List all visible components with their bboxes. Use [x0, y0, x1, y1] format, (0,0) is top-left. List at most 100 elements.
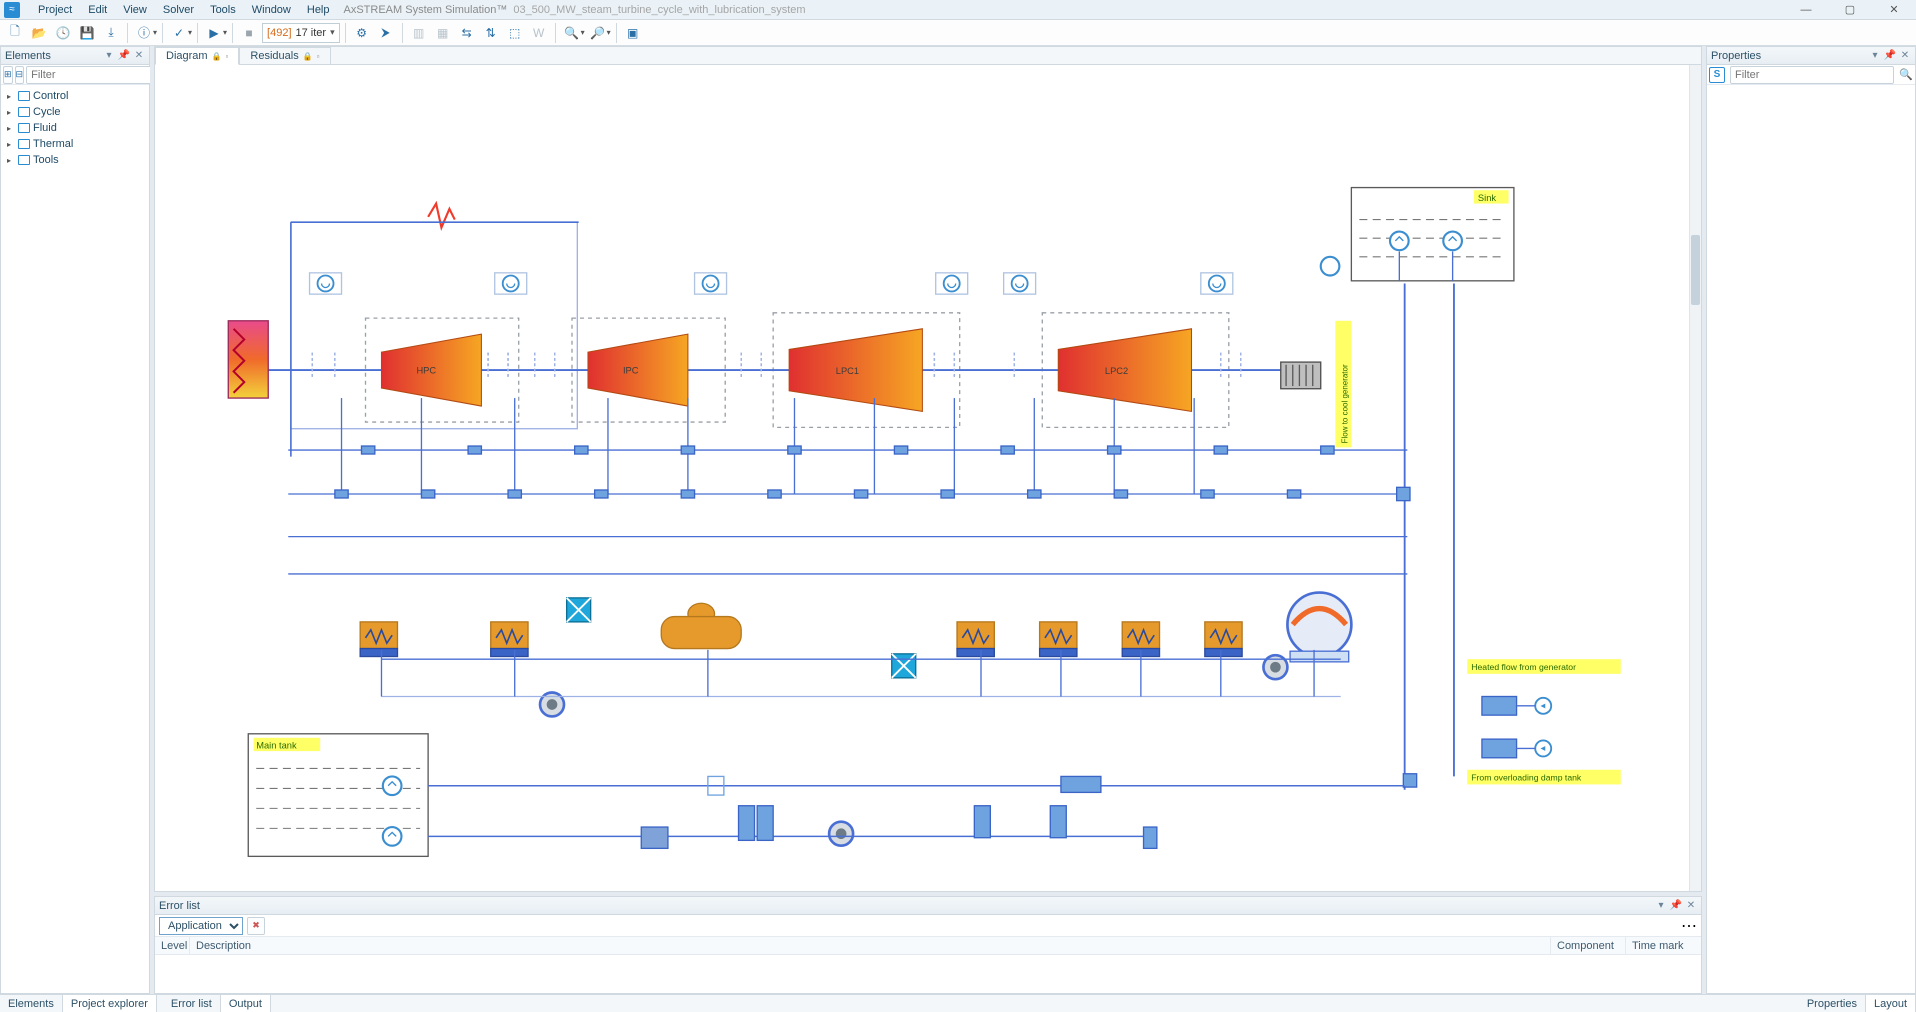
menu-help[interactable]: Help: [299, 4, 338, 16]
tree-label: Thermal: [33, 138, 73, 150]
dropdown-caret-icon[interactable]: ▾: [330, 27, 335, 38]
svg-text:◂: ◂: [1541, 743, 1546, 753]
save-icon[interactable]: 💾: [76, 22, 98, 44]
document-name-label: 03_500_MW_steam_turbine_cycle_with_lubri…: [513, 4, 805, 16]
component-lib-icon[interactable]: ▣: [622, 22, 644, 44]
tab-opt-icon[interactable]: ▫: [317, 52, 320, 61]
run-icon[interactable]: ▶: [203, 22, 225, 44]
link-c-icon[interactable]: ⬚: [504, 22, 526, 44]
new-file-icon[interactable]: 🗋: [4, 22, 26, 44]
diagram-scrollbar[interactable]: [1689, 65, 1701, 891]
menu-window[interactable]: Window: [244, 4, 299, 16]
link-b-icon[interactable]: ⇅: [480, 22, 502, 44]
svg-text:From overloading damp tank: From overloading damp tank: [1471, 772, 1582, 782]
error-col-timemark[interactable]: Time mark: [1626, 937, 1701, 954]
zoom-out-icon[interactable]: 🔎: [587, 22, 609, 44]
dropdown-caret-icon[interactable]: ▾: [607, 28, 611, 37]
tree-item-fluid[interactable]: ▸Fluid: [3, 120, 147, 136]
window-close-button[interactable]: ✕: [1872, 0, 1916, 20]
toolbar-separator: [232, 23, 233, 43]
menu-view[interactable]: View: [115, 4, 155, 16]
window-minimize-button[interactable]: —: [1784, 0, 1828, 20]
svg-text:Sink: Sink: [1478, 193, 1496, 203]
error-options-icon[interactable]: ⋯: [1681, 916, 1697, 936]
search-icon[interactable]: 🔍: [1899, 68, 1913, 81]
footer-tab-elements[interactable]: Elements: [0, 995, 63, 1012]
stop-icon[interactable]: ■: [238, 22, 260, 44]
save-as-icon[interactable]: ⤓: [100, 22, 122, 44]
tree-item-tools[interactable]: ▸Tools: [3, 152, 147, 168]
dropdown-caret-icon[interactable]: ▾: [153, 28, 157, 37]
toolbar-separator: [616, 23, 617, 43]
main-toolbar: 🗋 📂 🕓 💾 ⤓ ⓘ▾ ✓▾ ▶▾ ■ [492] 17 iter ▾ ⚙ ⮞…: [0, 20, 1916, 46]
window-maximize-button[interactable]: ▢: [1828, 0, 1872, 20]
elements-tree[interactable]: ▸Control ▸Cycle ▸Fluid ▸Thermal ▸Tools: [1, 85, 149, 993]
layer-a-icon[interactable]: ▥: [408, 22, 430, 44]
error-col-level[interactable]: Level: [155, 937, 190, 954]
footer-tabs: Elements Project explorer Error list Out…: [0, 994, 1916, 1012]
svg-text:Heated flow from generator: Heated flow from generator: [1471, 662, 1576, 672]
zoom-in-icon[interactable]: 🔍: [561, 22, 583, 44]
collapse-all-icon[interactable]: ⊟: [15, 66, 25, 84]
toolbar-separator: [345, 23, 346, 43]
settings-gear-icon[interactable]: ⚙: [351, 22, 373, 44]
footer-tab-properties[interactable]: Properties: [1799, 995, 1866, 1012]
clear-errors-icon[interactable]: ✖: [247, 917, 265, 935]
diagram-canvas[interactable]: HPCIPCLPC1LPC2SinkFlow to cool generator…: [155, 65, 1701, 891]
error-col-description[interactable]: Description: [190, 937, 1551, 954]
panel-menu-icon[interactable]: ▾: [1655, 900, 1667, 912]
validate-icon[interactable]: ✓: [168, 22, 190, 44]
menu-solver[interactable]: Solver: [155, 4, 202, 16]
properties-panel-title: Properties: [1711, 50, 1761, 62]
expand-all-icon[interactable]: ⊞: [3, 66, 13, 84]
footer-tab-layout[interactable]: Layout: [1866, 995, 1916, 1012]
iteration-indicator[interactable]: [492] 17 iter ▾: [262, 23, 340, 43]
tab-pin-icon[interactable]: 🔒: [303, 52, 313, 61]
link-a-icon[interactable]: ⇆: [456, 22, 478, 44]
footer-tab-output[interactable]: Output: [221, 995, 271, 1012]
footer-tab-project-explorer[interactable]: Project explorer: [63, 995, 157, 1012]
recent-icon[interactable]: 🕓: [52, 22, 74, 44]
error-col-component[interactable]: Component: [1551, 937, 1626, 954]
layer-b-icon[interactable]: ▦: [432, 22, 454, 44]
tree-item-thermal[interactable]: ▸Thermal: [3, 136, 147, 152]
menu-tools[interactable]: Tools: [202, 4, 244, 16]
menu-project[interactable]: Project: [30, 4, 80, 16]
panel-pin-icon[interactable]: 📌: [118, 50, 130, 62]
svg-text:LPC1: LPC1: [836, 366, 859, 376]
properties-filter-input[interactable]: [1730, 66, 1894, 84]
error-list-body: [155, 955, 1701, 993]
panel-close-icon[interactable]: ✕: [1899, 50, 1911, 62]
tab-opt-icon[interactable]: ▫: [226, 52, 229, 61]
panel-menu-icon[interactable]: ▾: [103, 50, 115, 62]
tab-diagram[interactable]: Diagram 🔒 ▫: [155, 47, 239, 65]
error-scope-select[interactable]: Application: [159, 917, 243, 935]
svg-text:◂: ◂: [1541, 700, 1546, 710]
svg-text:HPC: HPC: [416, 366, 436, 376]
tree-label: Fluid: [33, 122, 57, 134]
panel-pin-icon[interactable]: 📌: [1670, 900, 1682, 912]
open-icon[interactable]: 📂: [28, 22, 50, 44]
svg-text:Main tank: Main tank: [256, 740, 297, 750]
error-list-title: Error list: [159, 900, 200, 912]
footer-tab-error-list[interactable]: Error list: [163, 995, 221, 1012]
panel-pin-icon[interactable]: 📌: [1884, 50, 1896, 62]
dropdown-caret-icon[interactable]: ▾: [581, 28, 585, 37]
dropdown-caret-icon[interactable]: ▾: [188, 28, 192, 37]
properties-logo-icon: S: [1709, 67, 1725, 83]
measure-icon[interactable]: ⮞: [375, 22, 397, 44]
tree-item-control[interactable]: ▸Control: [3, 88, 147, 104]
panel-close-icon[interactable]: ✕: [133, 50, 145, 62]
info-icon[interactable]: ⓘ: [133, 22, 155, 44]
tree-item-cycle[interactable]: ▸Cycle: [3, 104, 147, 120]
error-columns-header: Level Description Component Time mark: [155, 937, 1701, 955]
tab-residuals[interactable]: Residuals 🔒 ▫: [239, 47, 330, 65]
properties-body: [1707, 85, 1915, 993]
panel-menu-icon[interactable]: ▾: [1869, 50, 1881, 62]
menu-edit[interactable]: Edit: [80, 4, 115, 16]
dropdown-caret-icon[interactable]: ▾: [223, 28, 227, 37]
web-icon[interactable]: W: [528, 22, 550, 44]
elements-panel: Elements ▾ 📌 ✕ ⊞ ⊟ 🔍 ▸Control ▸Cycle ▸Fl…: [0, 46, 150, 994]
tab-pin-icon[interactable]: 🔒: [212, 52, 222, 61]
panel-close-icon[interactable]: ✕: [1685, 900, 1697, 912]
